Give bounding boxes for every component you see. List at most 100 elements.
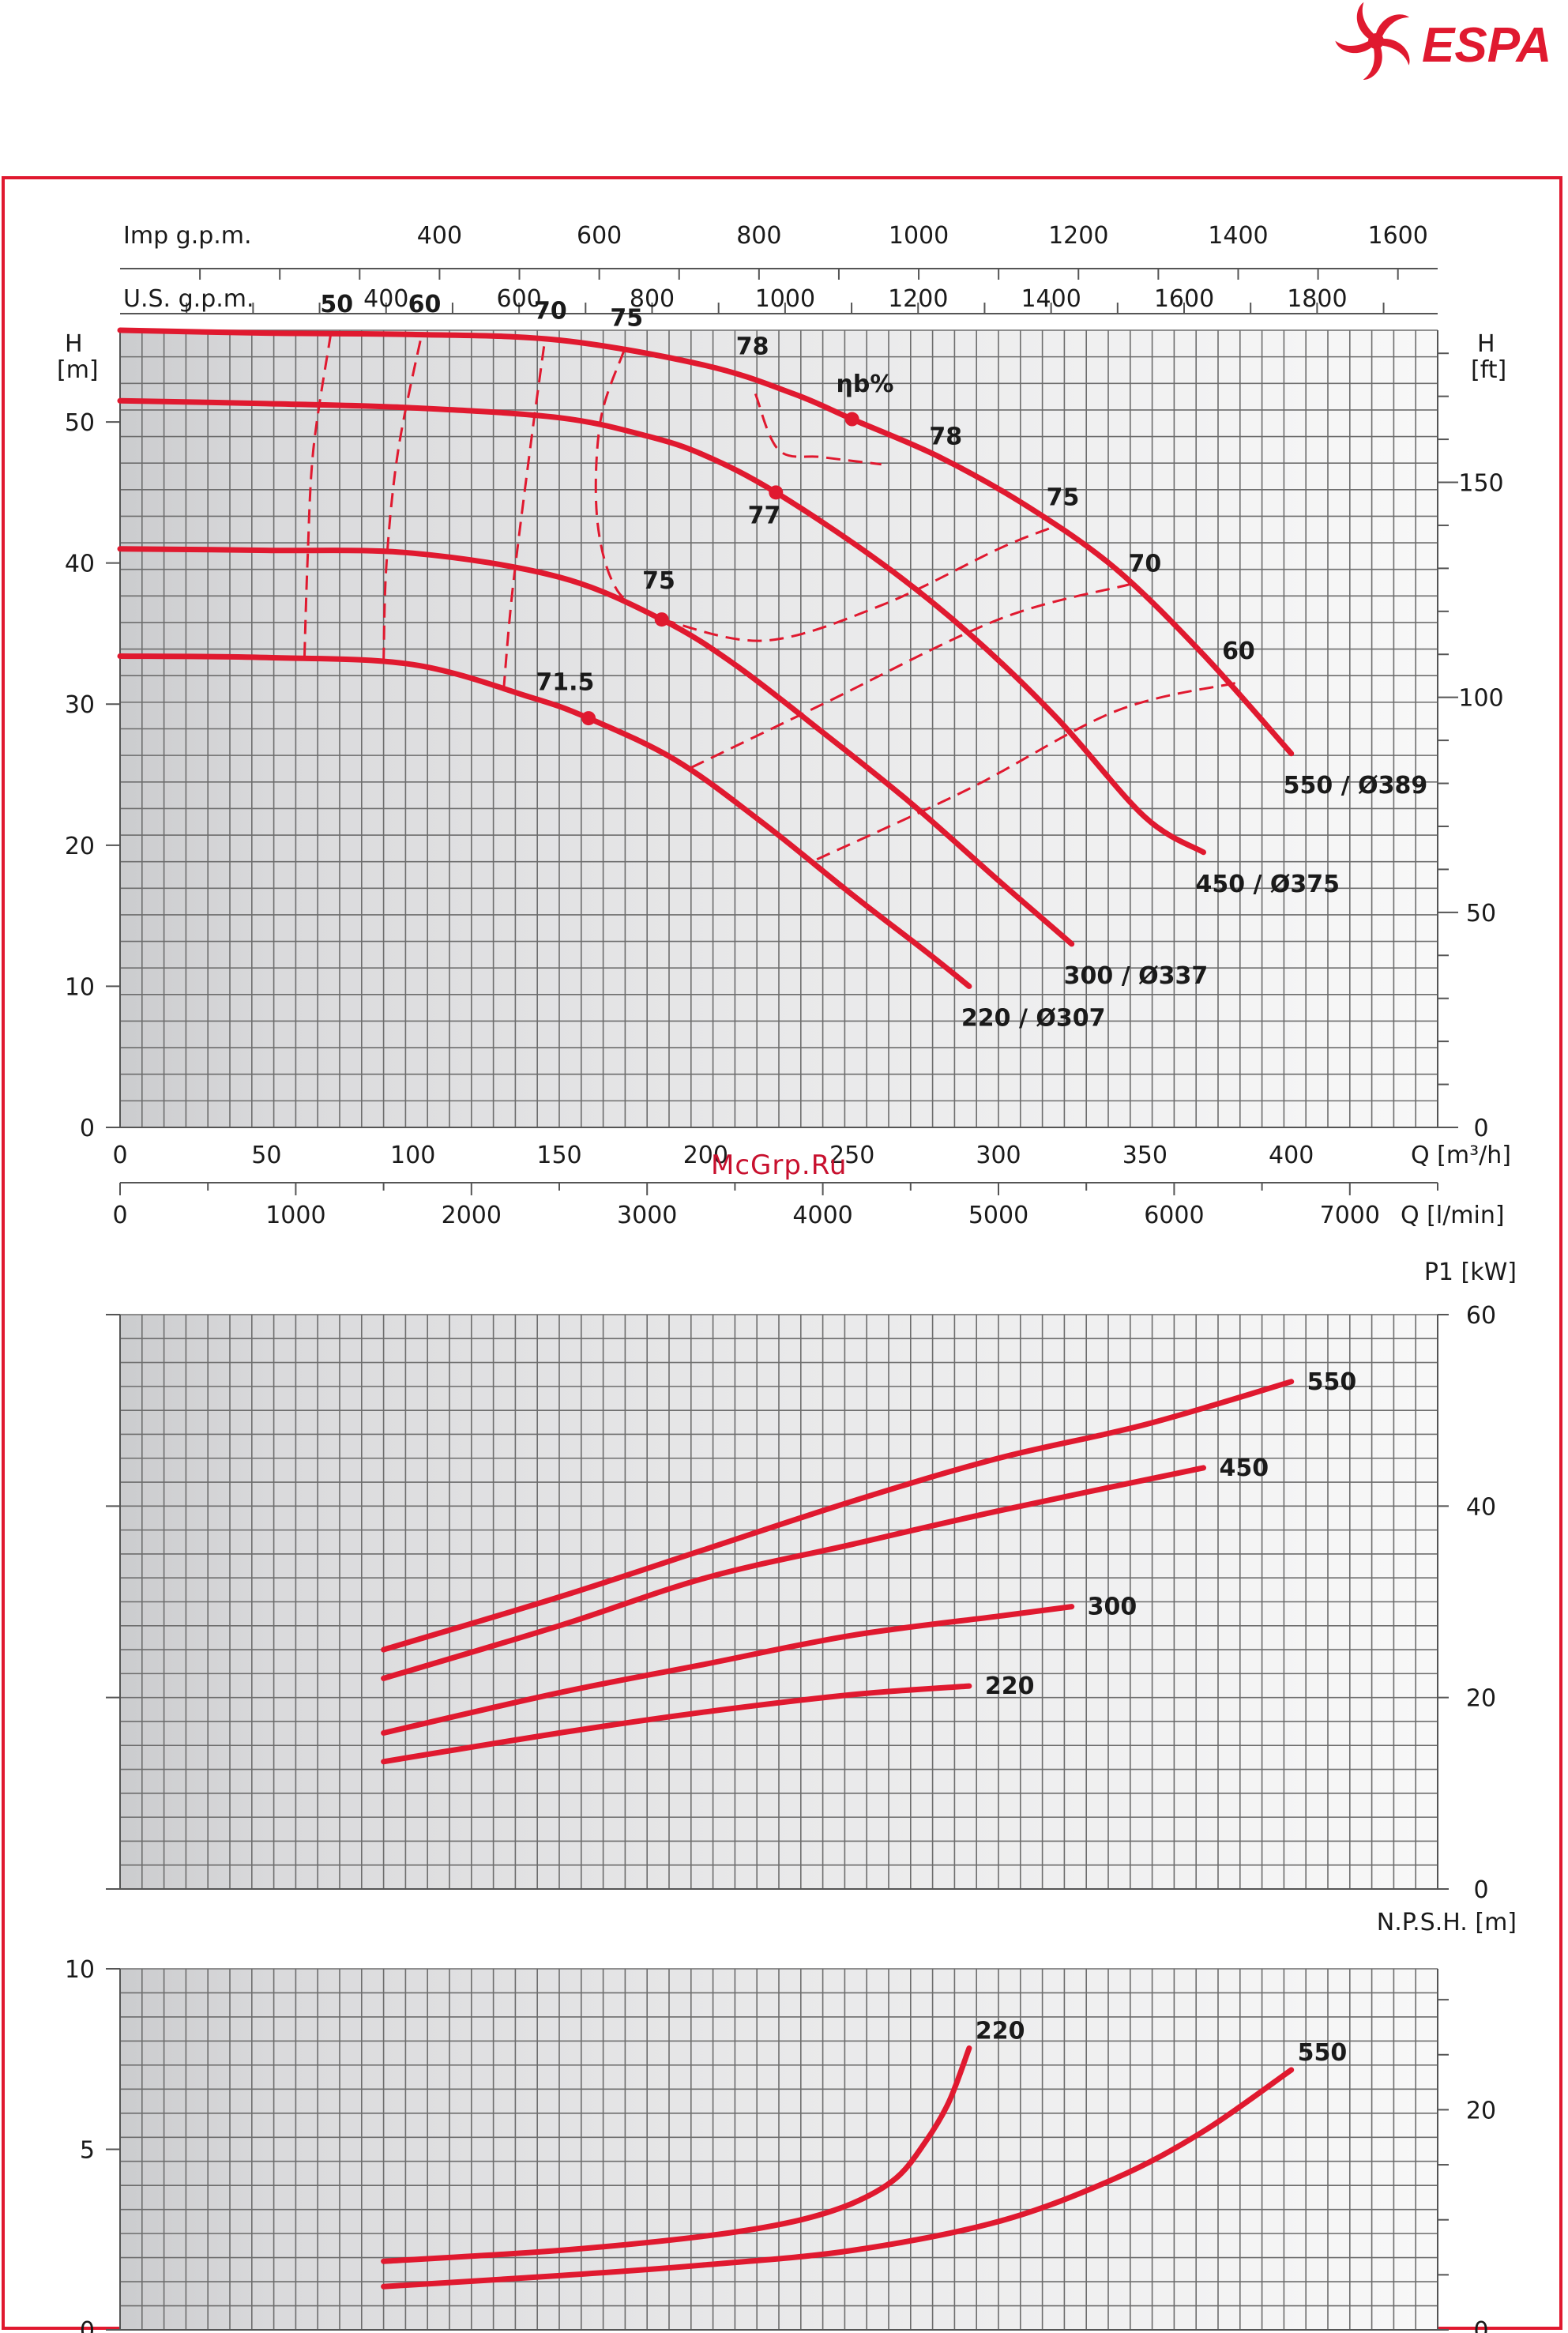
efficiency-label: 75 xyxy=(1047,484,1080,511)
efficiency-label: 78 xyxy=(929,423,962,451)
lmin-tick-label: 3000 xyxy=(617,1202,677,1229)
head-curve xyxy=(117,327,1295,757)
lmin-tick-label: 1000 xyxy=(265,1202,325,1229)
usg-tick-label: 600 xyxy=(496,285,541,313)
bep-point xyxy=(581,711,596,726)
impeller-icon xyxy=(1335,2,1410,80)
usg-tick-label: 1200 xyxy=(888,285,948,313)
imp-axis-label: Imp g.p.m. xyxy=(123,222,252,250)
head-x-tick-label: 50 xyxy=(251,1142,281,1169)
efficiency-line-75 xyxy=(594,351,663,621)
lmin-tick-label: 0 xyxy=(112,1202,127,1229)
efficiency-line-70 xyxy=(502,341,546,690)
efficiency-label: 78 xyxy=(736,333,769,360)
head-series-label: 300 / Ø337 xyxy=(1064,962,1209,990)
head-y-tick-label: 20 xyxy=(65,833,95,860)
lmin-tick-label: 4000 xyxy=(792,1202,852,1229)
usg-tick-label: 1400 xyxy=(1021,285,1081,313)
head-curve xyxy=(117,397,1206,856)
efficiency-label: 70 xyxy=(1128,550,1161,578)
efficiency-label: 75 xyxy=(642,567,675,595)
head-ft-tick-label: 50 xyxy=(1466,900,1496,928)
power-curve xyxy=(381,1683,972,1765)
efficiency-label: 70 xyxy=(534,298,567,325)
power-series-label: 450 xyxy=(1219,1454,1269,1482)
usg-tick-label: 1800 xyxy=(1287,285,1347,313)
imp-tick-label: 600 xyxy=(577,222,622,250)
head-axis-unit: [m] xyxy=(57,356,99,384)
head-y-tick-label: 10 xyxy=(65,973,95,1001)
bep-point xyxy=(844,412,859,427)
imp-tick-label: 1000 xyxy=(889,222,949,250)
head-x-tick-label: 0 xyxy=(112,1142,127,1169)
head-x-tick-label: 350 xyxy=(1122,1142,1168,1169)
npsh-y-tick-label: 0 xyxy=(80,2317,95,2333)
npsh-curve xyxy=(381,2045,972,2264)
efficiency-line-78 xyxy=(754,393,882,466)
power-y-tick-label: 20 xyxy=(1466,1685,1496,1713)
head-x-tick-label: 100 xyxy=(390,1142,435,1169)
efficiency-line-60 xyxy=(816,682,1236,861)
usg-tick-label: 1000 xyxy=(755,285,815,313)
espa-logo: ESPA xyxy=(1335,0,1564,87)
head-y-tick-label: 50 xyxy=(65,409,95,437)
efficiency-line-70 xyxy=(690,583,1131,769)
head-y-tick-label: 40 xyxy=(65,551,95,578)
npsh-y-tick-label: 10 xyxy=(65,1956,95,1984)
head-series-label: 220 / Ø307 xyxy=(961,1004,1106,1032)
efficiency-label: 60 xyxy=(1222,638,1255,665)
imp-tick-label: 1200 xyxy=(1048,222,1108,250)
imp-tick-label: 800 xyxy=(736,222,781,250)
flow-lmin-label: Q [l/min] xyxy=(1401,1202,1505,1229)
lmin-tick-label: 7000 xyxy=(1320,1202,1380,1229)
imp-tick-label: 1400 xyxy=(1208,222,1268,250)
power-curve xyxy=(381,1604,1075,1736)
npsh-axis-label: N.P.S.H. [m] xyxy=(1377,1909,1517,1936)
bep-point xyxy=(769,485,784,500)
efficiency-label: 71.5 xyxy=(536,668,594,696)
imp-tick-label: 1600 xyxy=(1368,222,1428,250)
efficiency-label: 60 xyxy=(408,291,442,318)
head-ft-axis-label: H xyxy=(1477,330,1495,358)
head-series-label: 450 / Ø375 xyxy=(1195,871,1340,898)
bep-point xyxy=(654,612,669,627)
efficiency-line-60 xyxy=(382,334,423,662)
lmin-tick-label: 2000 xyxy=(442,1202,502,1229)
power-series-label: 300 xyxy=(1088,1594,1137,1621)
head-curve xyxy=(117,653,972,989)
power-series-label: 220 xyxy=(985,1673,1035,1700)
npsh-curve xyxy=(381,2067,1295,2290)
head-ft-tick-label: 100 xyxy=(1458,685,1503,713)
efficiency-title: ηb% xyxy=(837,371,894,398)
head-ft-axis-unit: [ft] xyxy=(1471,356,1506,384)
head-x-tick-label: 300 xyxy=(976,1142,1021,1169)
npsh-ft-tick-label: 20 xyxy=(1466,2097,1496,2124)
power-axis-label: P1 [kW] xyxy=(1424,1259,1517,1286)
head-ft-tick-label: 0 xyxy=(1473,1115,1488,1142)
power-curve xyxy=(381,1465,1206,1681)
imp-tick-label: 400 xyxy=(417,222,462,250)
power-y-tick-label: 0 xyxy=(1473,1876,1488,1904)
head-curve xyxy=(117,546,1075,947)
power-y-tick-label: 60 xyxy=(1466,1302,1496,1330)
power-series-label: 550 xyxy=(1307,1368,1357,1396)
head-x-tick-label: 150 xyxy=(536,1142,581,1169)
lmin-tick-label: 6000 xyxy=(1144,1202,1204,1229)
lmin-tick-label: 5000 xyxy=(968,1202,1028,1229)
npsh-series-label: 220 xyxy=(976,2018,1025,2045)
efficiency-label: 50 xyxy=(320,291,353,318)
usg-tick-label: 800 xyxy=(630,285,675,313)
head-x-tick-label: 200 xyxy=(683,1142,728,1169)
power-curve xyxy=(381,1379,1295,1653)
head-axis-label: H xyxy=(65,330,83,358)
npsh-ft-tick-label: 0 xyxy=(1473,2317,1488,2333)
head-series-label: 550 / Ø389 xyxy=(1284,772,1428,800)
efficiency-label: 75 xyxy=(610,305,643,333)
efficiency-line-75 xyxy=(661,526,1052,642)
npsh-y-tick-label: 5 xyxy=(80,2137,95,2165)
brand-name: ESPA xyxy=(1422,18,1551,73)
usg-axis-label: U.S. g.p.m. xyxy=(123,285,254,313)
efficiency-line-50 xyxy=(303,333,333,657)
usg-tick-label: 1600 xyxy=(1154,285,1214,313)
